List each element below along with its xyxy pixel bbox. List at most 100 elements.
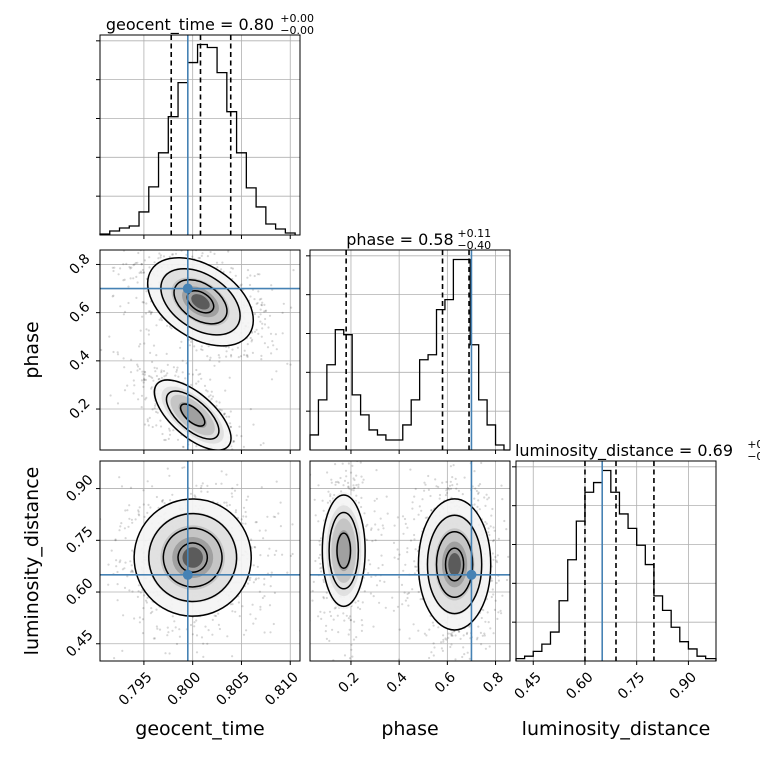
sample-point <box>134 261 137 265</box>
sample-point <box>401 603 404 606</box>
sample-point <box>161 499 165 502</box>
sample-point <box>462 671 464 673</box>
sample-point <box>138 621 141 624</box>
sample-point <box>490 514 493 517</box>
sample-point <box>189 623 193 627</box>
sample-point <box>275 348 278 351</box>
sample-point <box>489 627 492 630</box>
sample-point <box>484 504 487 507</box>
sample-point <box>129 277 132 280</box>
sample-point <box>253 472 255 474</box>
tick-label-y-luminosity_distance: 0.75 <box>63 524 96 557</box>
sample-point <box>457 630 460 633</box>
sample-point <box>355 474 358 477</box>
sample-point <box>118 561 121 564</box>
sample-point <box>307 534 309 536</box>
sample-point <box>141 301 144 304</box>
sample-point <box>408 637 411 640</box>
sample-point <box>138 506 141 509</box>
sample-point <box>447 632 450 635</box>
sample-point <box>454 477 457 480</box>
sample-point <box>228 415 231 418</box>
sample-point <box>397 557 400 561</box>
sample-point <box>263 577 266 581</box>
sample-point <box>116 353 120 356</box>
sample-point <box>224 389 227 392</box>
sample-point <box>136 595 139 599</box>
sample-point <box>322 580 325 584</box>
sample-point <box>127 285 130 288</box>
sample-point <box>404 599 407 602</box>
sample-point <box>322 578 325 582</box>
sample-point <box>195 382 198 385</box>
sample-point <box>319 567 322 570</box>
sample-point <box>292 540 294 542</box>
sample-point <box>362 478 365 481</box>
sample-point <box>448 488 451 491</box>
sample-point <box>413 533 416 537</box>
sample-point <box>275 549 278 553</box>
sample-point <box>329 495 332 498</box>
contour-line <box>160 267 241 336</box>
sample-point <box>124 561 127 564</box>
sample-point <box>154 370 157 373</box>
sample-point <box>148 416 151 419</box>
sample-point <box>147 329 150 332</box>
sample-point <box>152 379 155 382</box>
sample-point <box>184 377 187 380</box>
contour-line <box>444 547 465 582</box>
sample-point <box>249 613 252 616</box>
sample-point <box>200 348 203 351</box>
sample-point <box>139 591 142 594</box>
sample-point <box>220 470 223 473</box>
sample-point <box>159 456 161 458</box>
sample-point <box>417 513 420 516</box>
sample-point <box>166 626 169 629</box>
sample-point <box>429 494 432 498</box>
tick-label-y-luminosity_distance: 0.45 <box>63 627 96 660</box>
sample-point <box>193 494 196 497</box>
sample-point <box>427 474 430 478</box>
sample-point <box>129 267 132 270</box>
sample-point <box>242 515 245 518</box>
axis-label-y-luminosity_distance: luminosity_distance <box>21 467 43 656</box>
sample-point <box>466 651 469 654</box>
sample-point <box>322 596 325 599</box>
sample-point <box>328 610 332 613</box>
sample-point <box>246 495 250 498</box>
sample-point <box>450 633 453 636</box>
sample-point <box>369 592 372 595</box>
sample-point <box>206 390 209 393</box>
sample-point <box>184 661 186 663</box>
sample-point <box>501 594 504 597</box>
sample-point <box>155 354 158 357</box>
sample-point <box>269 332 273 335</box>
sample-point <box>218 360 221 363</box>
sample-point <box>112 350 115 354</box>
sample-point <box>225 355 228 358</box>
sample-point <box>245 629 248 632</box>
sample-point <box>143 370 146 373</box>
sample-point <box>264 309 268 312</box>
sample-point <box>478 508 481 511</box>
sample-point <box>214 458 216 460</box>
sample-point <box>148 374 151 378</box>
sample-point <box>251 331 254 334</box>
sample-point <box>313 498 316 501</box>
sample-point <box>393 524 396 527</box>
sample-point <box>365 525 368 528</box>
sample-point <box>268 547 271 550</box>
sample-point <box>199 486 203 489</box>
sample-point <box>328 639 331 643</box>
sample-point <box>263 342 266 345</box>
sample-point <box>260 303 263 306</box>
sample-point <box>207 395 210 398</box>
sample-point <box>473 497 476 500</box>
sample-point <box>236 346 239 349</box>
sample-point <box>469 696 471 698</box>
sample-point <box>229 422 232 425</box>
sample-point <box>155 608 158 611</box>
sample-point <box>110 549 113 552</box>
sample-point <box>449 645 452 649</box>
sample-point <box>497 611 500 614</box>
